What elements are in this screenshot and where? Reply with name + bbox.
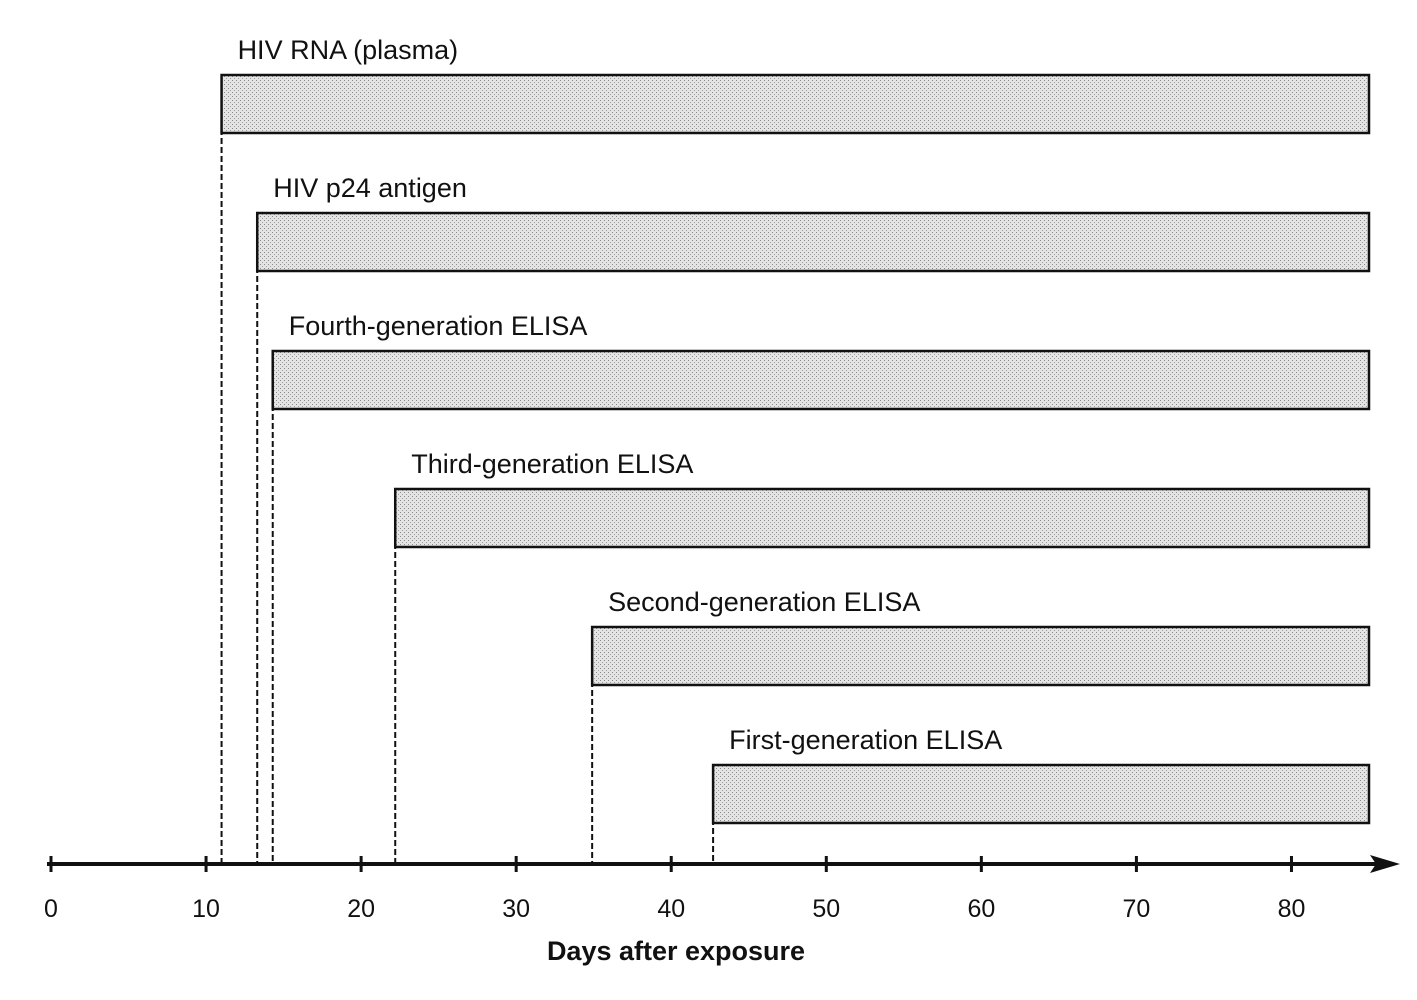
x-tick-label-10: 10 <box>192 895 220 923</box>
bar-second-generation-elisa <box>590 625 1371 687</box>
bar-label-hiv-p24-antigen: HIV p24 antigen <box>273 173 467 203</box>
bar-third-generation-elisa <box>393 487 1371 549</box>
x-tick-label-60: 60 <box>967 895 995 923</box>
x-tick-label-40: 40 <box>657 895 685 923</box>
bars <box>220 73 1371 825</box>
bar-label-hiv-rna-plasma: HIV RNA (plasma) <box>238 35 459 65</box>
x-axis-ticks: 0 10 20 30 40 50 60 70 80 <box>44 856 1305 923</box>
x-axis-title: Days after exposure <box>547 936 805 966</box>
onset-lines <box>220 75 715 864</box>
x-tick-label-70: 70 <box>1123 895 1151 923</box>
x-tick-label-0: 0 <box>44 895 58 923</box>
x-tick-label-80: 80 <box>1278 895 1306 923</box>
x-tick-label-30: 30 <box>502 895 530 923</box>
bar-label-first-generation-elisa: First-generation ELISA <box>729 725 1002 755</box>
bar-first-generation-elisa <box>711 763 1371 825</box>
bar-hiv-rna-plasma <box>220 73 1371 135</box>
bar-label-second-generation-elisa: Second-generation ELISA <box>608 587 920 617</box>
bar-labels: HIV RNA (plasma) HIV p24 antigen Fourth-ge… <box>238 35 1003 755</box>
bar-label-fourth-generation-elisa: Fourth-generation ELISA <box>289 311 588 341</box>
x-tick-label-20: 20 <box>347 895 375 923</box>
bar-label-third-generation-elisa: Third-generation ELISA <box>411 449 693 479</box>
x-axis-arrow <box>1370 855 1400 873</box>
x-tick-label-50: 50 <box>812 895 840 923</box>
bar-hiv-p24-antigen <box>255 211 1371 273</box>
bar-fourth-generation-elisa <box>271 349 1371 411</box>
x-axis: 0 10 20 30 40 50 60 70 80 Days after exposure <box>44 855 1400 966</box>
